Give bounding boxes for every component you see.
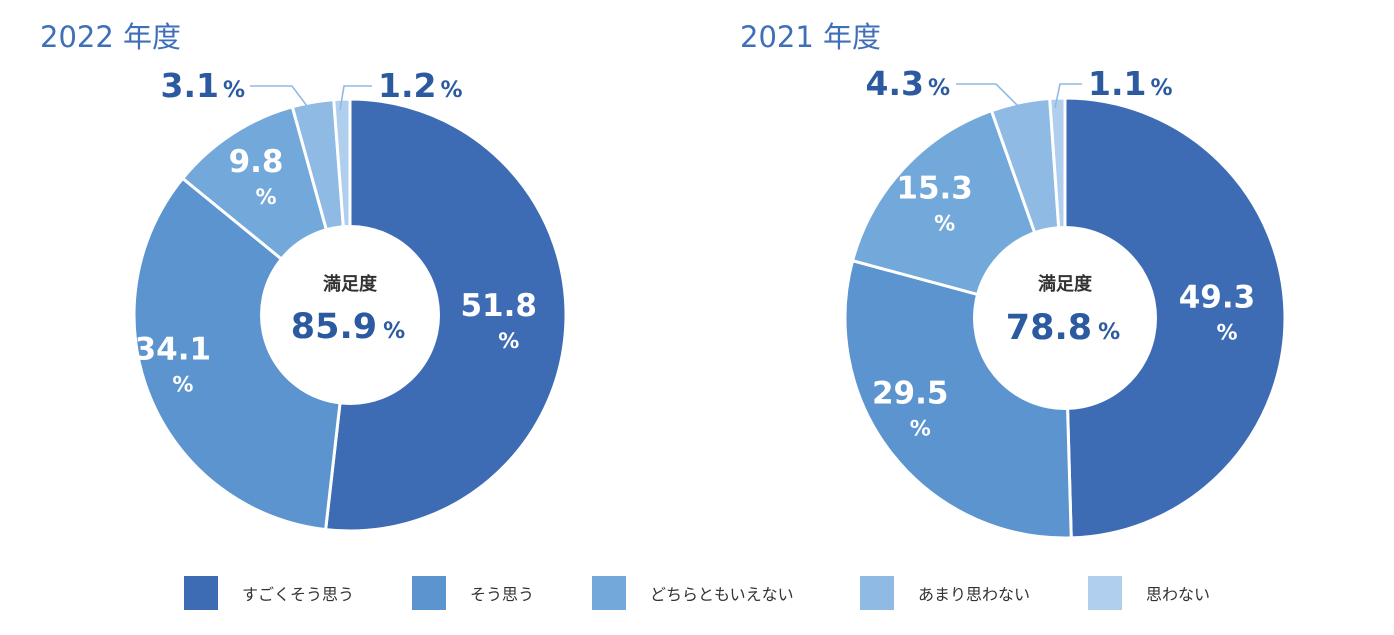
legend-swatch-5: [1088, 576, 1122, 610]
legend-item-4: あまり思わない: [860, 575, 1030, 611]
leader-line-5: [1054, 83, 1082, 109]
center-label: 満足度: [1038, 273, 1093, 295]
slice-unit-label-3: %: [256, 185, 277, 209]
legend-item-2: そう思う: [412, 575, 534, 611]
donut-hole: [260, 225, 440, 405]
slice-value-label-4: 4.3%: [865, 64, 950, 103]
legend-item-5: 思わない: [1088, 575, 1210, 611]
chart-legend: すごくそう思う そう思う どちらともいえない あまり思わない 思わない: [184, 575, 1284, 611]
slice-unit-label-1: %: [498, 329, 519, 353]
donut-chart-2022: 51.8% 34.1% 9.8% 3.1% 1.2 % 満足度 85.9%: [132, 66, 568, 533]
center-value: 78.8%: [1006, 308, 1120, 348]
legend-label-4: あまり思わない: [918, 585, 1031, 604]
slice-value-label-3: 9.8: [229, 144, 284, 180]
slice-unit-label-3: %: [934, 212, 955, 236]
slice-value-label-4: 3.1%: [160, 66, 245, 105]
legend-swatch-2: [412, 576, 446, 610]
legend-label-5: 思わない: [1146, 585, 1211, 604]
slice-value-label-2: 29.5: [872, 376, 949, 412]
legend-swatch-3: [592, 576, 626, 610]
legend-label-2: そう思う: [470, 585, 535, 604]
slice-value-label-5: 1.1%: [1088, 64, 1173, 103]
slice-unit-label-2: %: [172, 373, 193, 397]
center-label: 満足度: [323, 273, 378, 295]
slice-value-label-1: 51.8: [460, 288, 537, 324]
slice-value-label-5: 1.2%: [378, 66, 463, 105]
leader-line-5: [339, 85, 372, 111]
center-value: 85.9%: [291, 307, 405, 347]
leader-line-4: [250, 85, 314, 115]
pie-slice-2: [132, 176, 352, 532]
chart-title-2021: 2021 年度: [740, 20, 882, 54]
legend-item-3: どちらともいえない: [592, 575, 794, 611]
pie-slice-1: [323, 97, 568, 533]
slice-value-label-1: 49.3: [1179, 280, 1256, 316]
legend-swatch-4: [860, 576, 894, 610]
legend-label-3: どちらともいえない: [650, 585, 794, 604]
donut-chart-2021: 49.3% 29.5% 15.3% 4.3% 1.1 % 満足度 78.8%: [843, 64, 1287, 540]
pie-slice-1: [1063, 96, 1287, 540]
slice-value-label-2: 34.1: [135, 332, 212, 368]
legend-item-1: すごくそう思う: [184, 575, 354, 611]
slice-unit-label-2: %: [910, 417, 931, 441]
legend-swatch-1: [184, 576, 218, 610]
slice-unit-label-1: %: [1216, 321, 1237, 345]
leader-line-4: [956, 83, 1021, 109]
chart-title-2022: 2022 年度: [40, 20, 182, 54]
legend-label-1: すごくそう思う: [242, 585, 355, 604]
donut-hole: [973, 226, 1157, 410]
slice-value-label-3: 15.3: [896, 171, 973, 207]
